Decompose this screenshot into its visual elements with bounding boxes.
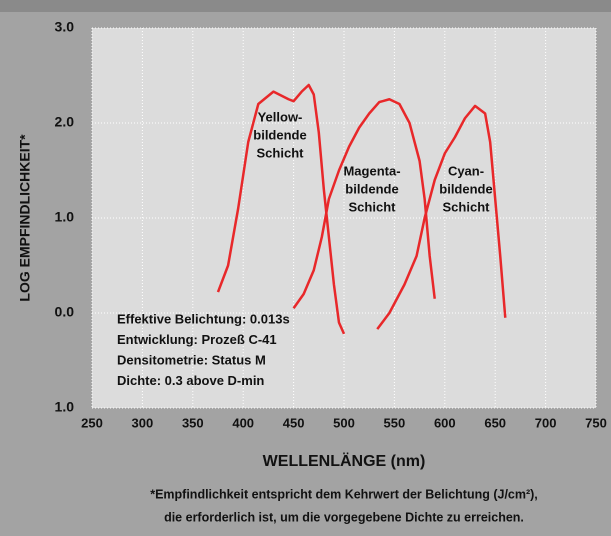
x-axis-label: WELLENLÄNGE (nm) (263, 452, 426, 470)
footnote: die erforderlich ist, um die vorgegebene… (164, 510, 524, 524)
x-tick-label: 300 (132, 415, 154, 430)
curve-label: Yellow- (258, 109, 303, 124)
note: Effektive Belichtung: 0.013s (117, 311, 290, 326)
curve-label: bildende (439, 181, 492, 196)
footnote: *Empfindlichkeit entspricht dem Kehrwert… (150, 487, 538, 501)
curve-label: bildende (253, 127, 306, 142)
y-axis-label: LOG EMPFINDLICHKEIT* (17, 134, 33, 302)
x-tick-label: 550 (384, 415, 406, 430)
note: Dichte: 0.3 above D-min (117, 373, 264, 388)
x-tick-label: 450 (283, 415, 305, 430)
x-tick-label: 650 (484, 415, 506, 430)
x-tick-label: 700 (535, 415, 557, 430)
curve (292, 98, 436, 309)
x-tick-label: 500 (333, 415, 355, 430)
x-tick-label: 600 (434, 415, 456, 430)
note: Densitometrie: Status M (117, 352, 266, 367)
curve (376, 104, 507, 330)
top-strip (0, 0, 611, 12)
y-tick-label: 3.0 (55, 19, 75, 35)
x-tick-label: 400 (232, 415, 254, 430)
curve-label: bildende (345, 181, 398, 196)
curve (216, 83, 346, 335)
curve-label: Schicht (257, 145, 305, 160)
y-tick-label: 1.0 (55, 209, 75, 225)
note: Entwicklung: Prozeß C-41 (117, 332, 277, 347)
x-tick-label: 250 (81, 415, 103, 430)
y-tick-label: 0.0 (55, 304, 75, 320)
y-tick-label: 1.0 (55, 399, 75, 415)
curve-label: Cyan- (448, 163, 484, 178)
x-tick-label: 750 (585, 415, 607, 430)
curve-label: Schicht (443, 199, 491, 214)
x-tick-label: 350 (182, 415, 204, 430)
curve-label: Schicht (349, 199, 397, 214)
curve-label: Magenta- (343, 163, 400, 178)
y-tick-label: 2.0 (55, 114, 75, 130)
